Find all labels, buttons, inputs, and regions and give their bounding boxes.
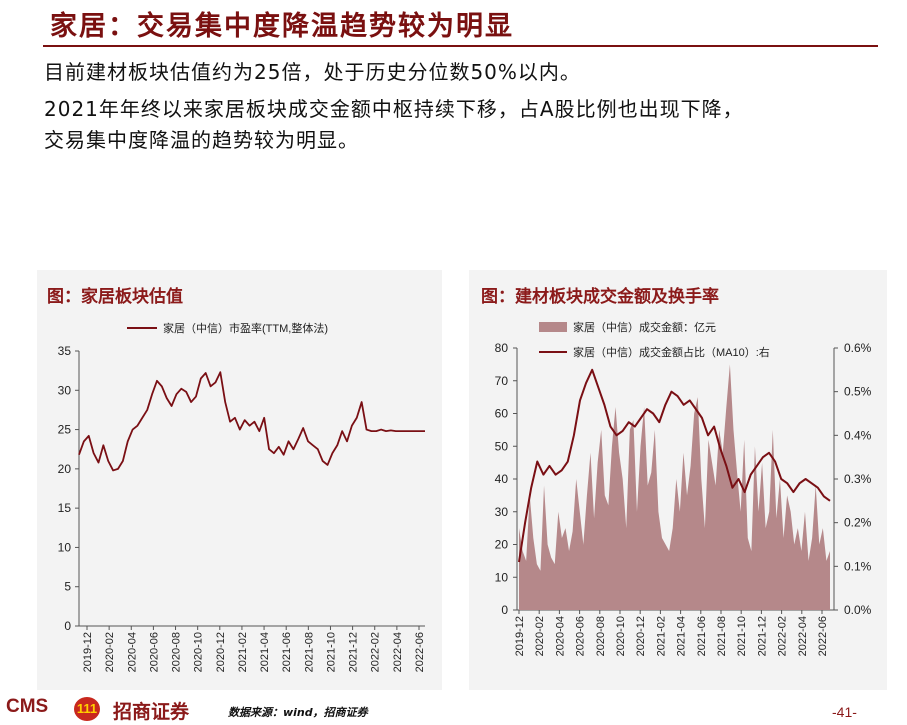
legend-area-label: 家居（中信）成交金额：亿元	[573, 320, 716, 334]
y-tick-label: 60	[495, 407, 509, 421]
x-tick-label: 2020-04	[126, 632, 138, 672]
x-tick-label: 2021-04	[676, 616, 688, 656]
x-tick-label: 2022-04	[392, 632, 404, 672]
y2-tick-label: 0.4%	[844, 428, 872, 442]
x-tick-label: 2020-06	[148, 632, 160, 672]
x-tick-label: 2021-12	[348, 632, 360, 672]
y-tick-label: 25	[58, 423, 72, 437]
x-tick-label: 2020-08	[595, 616, 607, 656]
y2-tick-label: 0.1%	[844, 559, 872, 573]
ratio-series-line	[518, 368, 831, 563]
y-tick-label: 20	[495, 538, 509, 552]
x-tick-label: 2022-06	[414, 632, 426, 672]
x-tick-label: 2022-04	[797, 616, 809, 656]
y2-tick-label: 0.5%	[844, 385, 872, 399]
title-divider	[43, 45, 878, 47]
x-tick-label: 2021-12	[756, 616, 768, 656]
pe-chart-title: 图：家居板块估值	[47, 287, 183, 307]
bullet-line-3: 交易集中度降温的趋势较为明显。	[44, 128, 359, 152]
turnover-chart-panel: 图：建材板块成交金额及换手率 0 10 20 30 40 50 60 70 80 0.0% 0.1%…	[469, 270, 887, 690]
x-tick-label: 2021-06	[696, 616, 708, 656]
cms-logo: CMS	[6, 696, 49, 717]
x-tick-label: 2020-02	[104, 632, 116, 672]
legend-area-swatch	[539, 322, 567, 332]
y-tick-label: 80	[495, 341, 509, 355]
turnover-area	[519, 364, 830, 610]
x-tick-label: 2022-02	[370, 632, 382, 672]
x-tick-label: 2021-08	[716, 616, 728, 656]
x-tick-label: 2019-12	[82, 632, 94, 672]
y-tick-label: 30	[495, 505, 509, 519]
x-tick-label: 2022-02	[777, 616, 789, 656]
y2-tick-label: 0.6%	[844, 341, 872, 355]
x-tick-label: 2020-02	[534, 616, 546, 656]
y-tick-label: 15	[58, 501, 72, 515]
x-tick-label: 2020-12	[635, 616, 647, 656]
y-tick-label: 40	[495, 472, 509, 486]
pe-series-line	[78, 371, 425, 472]
y-tick-label: 5	[64, 580, 71, 594]
y-tick-label: 0	[501, 603, 508, 617]
y2-tick-label: 0.0%	[844, 603, 872, 617]
y-tick-label: 10	[58, 540, 72, 554]
y-tick-label: 50	[495, 439, 509, 453]
y-tick-label: 30	[58, 383, 72, 397]
y2-tick-label: 0.2%	[844, 516, 872, 530]
y-tick-label: 0	[64, 619, 71, 633]
brand-name: 招商证券	[113, 701, 190, 723]
x-tick-label: 2022-06	[817, 616, 829, 656]
x-tick-label: 2020-04	[554, 616, 566, 656]
x-tick-label: 2020-10	[615, 616, 627, 656]
x-tick-label: 2021-02	[655, 616, 667, 656]
x-tick-label: 2021-10	[736, 616, 748, 656]
x-tick-label: 2021-04	[259, 632, 271, 672]
turnover-chart: 0 10 20 30 40 50 60 70 80 0.0% 0.1% 0.2% 0.3% 0.4% 0.5…	[495, 320, 872, 656]
turnover-chart-title: 图：建材板块成交金额及换手率	[481, 287, 719, 307]
x-tick-label: 2021-06	[281, 632, 293, 672]
y-tick-label: 70	[495, 374, 509, 388]
x-tick-label: 2021-10	[325, 632, 337, 672]
x-tick-label: 2021-08	[303, 632, 315, 672]
x-tick-label: 2020-12	[215, 632, 227, 672]
data-source: 数据来源：wind，招商证券	[228, 706, 368, 719]
cms-logo-mark-icon: 111	[74, 697, 100, 721]
x-tick-label: 2021-02	[237, 632, 249, 672]
legend-line-label: 家居（中信）成交金额占比（MA10）:右	[573, 345, 770, 359]
bullet-line-1: 目前建材板块估值约为25倍，处于历史分位数50%以内。	[44, 60, 581, 84]
page-number: -41-	[832, 704, 857, 720]
y2-tick-label: 0.3%	[844, 472, 872, 486]
x-tick-label: 2020-08	[171, 632, 183, 672]
legend-label: 家居（中信）市盈率(TTM,整体法)	[163, 321, 328, 335]
y-tick-label: 20	[58, 462, 72, 476]
pe-chart: 0 5 10 15 20 25 30 35 2019-12 2020-02 2020-04 2020-…	[58, 321, 426, 672]
x-tick-label: 2019-12	[514, 616, 526, 656]
x-tick-label: 2020-06	[575, 616, 587, 656]
pe-chart-panel: 图：家居板块估值 0 5 10 15 20 25 30 35 2019-12 2020-02 202…	[37, 270, 442, 690]
x-tick-label: 2020-10	[193, 632, 205, 672]
bullet-line-2: 2021年年终以来家居板块成交金额中枢持续下移，占A股比例也出现下降，	[44, 97, 744, 121]
page-title: 家居：交易集中度降温趋势较为明显	[50, 11, 514, 42]
y-tick-label: 35	[58, 344, 72, 358]
y-tick-label: 10	[495, 570, 509, 584]
